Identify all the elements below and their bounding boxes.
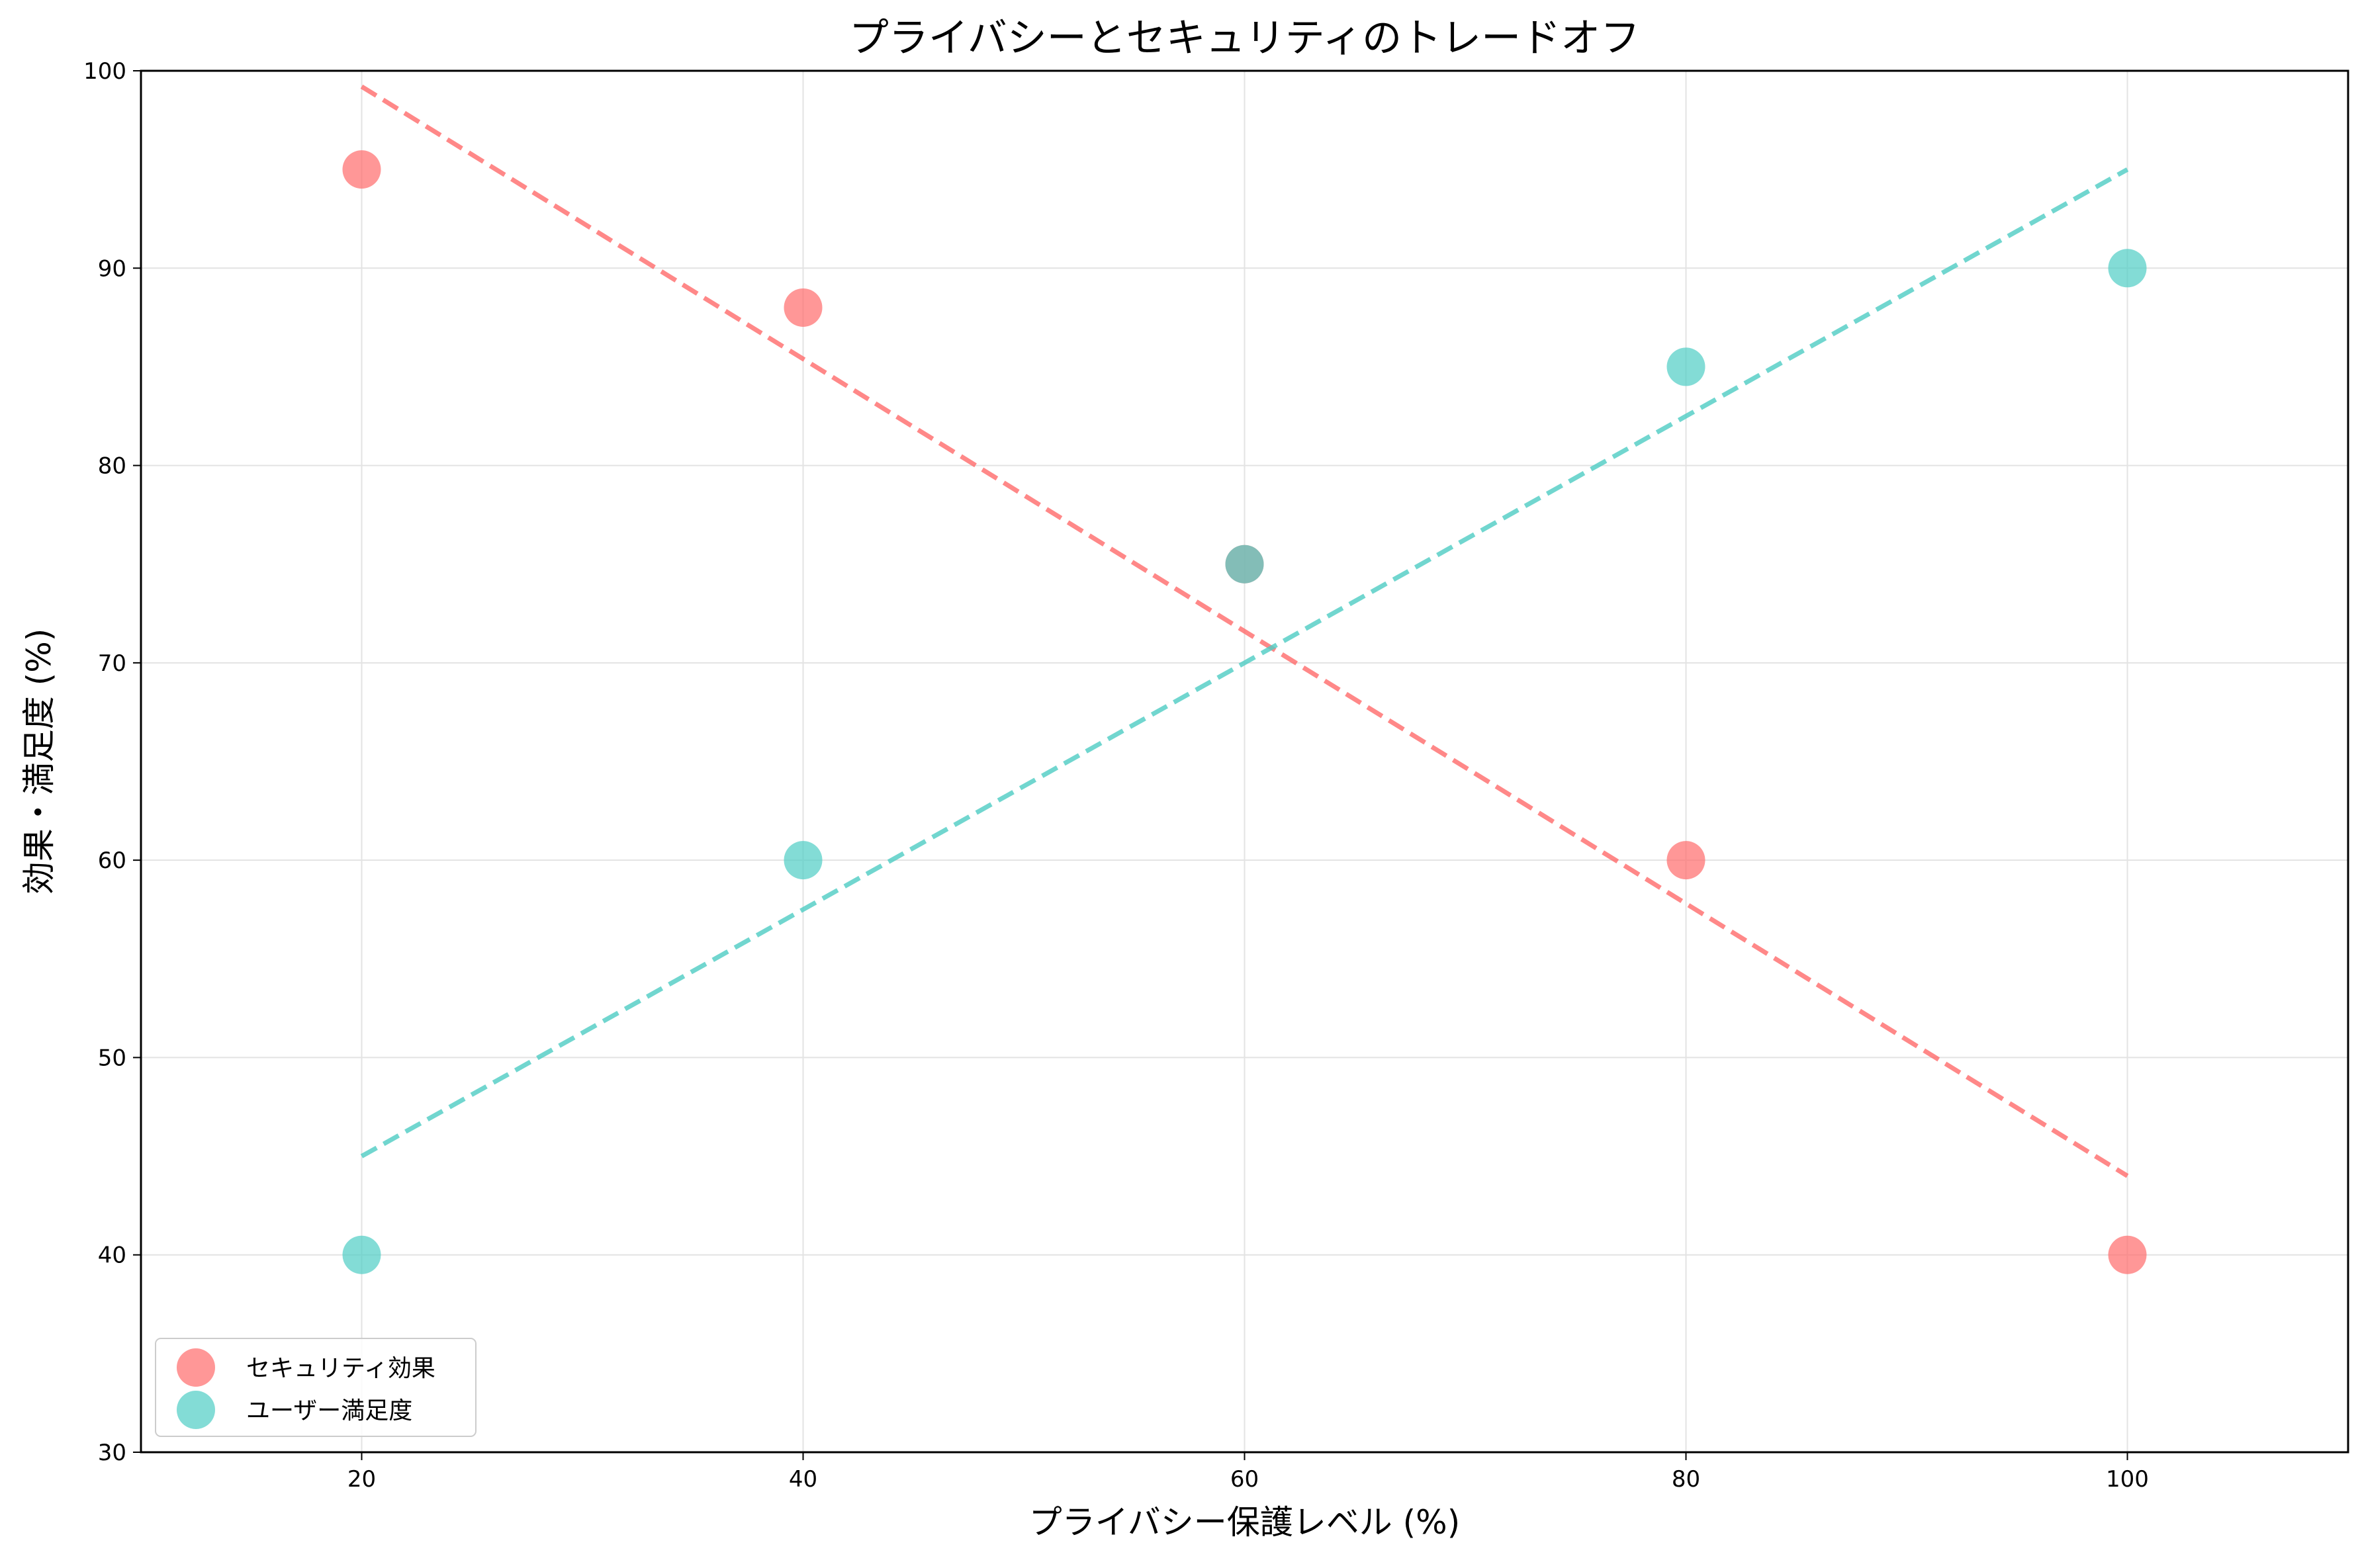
- chart-title: プライバシーとセキュリティのトレードオフ: [849, 15, 1640, 62]
- x-tick-label: 40: [789, 1466, 817, 1493]
- data-point-series-2: [342, 1235, 381, 1274]
- y-tick-label: 50: [98, 1045, 126, 1071]
- legend-marker-series-2: [177, 1391, 215, 1429]
- data-point-series-2: [2108, 249, 2147, 288]
- points-layer: [342, 150, 2147, 1274]
- legend-label-series-1: セキュリティ効果: [246, 1355, 435, 1382]
- y-tick-label: 40: [98, 1242, 126, 1269]
- trendline-series-1: [360, 84, 2129, 1178]
- legend-marker-series-1: [177, 1348, 215, 1387]
- legend-box: [155, 1338, 477, 1437]
- data-point-series-2: [784, 841, 823, 880]
- x-tick-label: 80: [1672, 1466, 1700, 1493]
- x-tick-label: 20: [347, 1466, 376, 1493]
- data-point-series-1: [2108, 1235, 2147, 1274]
- x-tick-label: 100: [2106, 1466, 2149, 1493]
- tick-layer: 20 40 60 80 100 30 40 50 60 70 80 90 100: [83, 58, 2149, 1493]
- x-axis-title: プライバシー保護レベル (%): [1029, 1503, 1460, 1542]
- trendline-series-2: [360, 167, 2129, 1158]
- y-tick-label: 70: [98, 650, 126, 677]
- legend-label-series-2: ユーザー満足度: [246, 1397, 412, 1424]
- data-point-series-2: [1666, 347, 1705, 386]
- data-point-series-1: [342, 150, 381, 189]
- y-tick-label: 60: [98, 848, 126, 874]
- data-point-series-1: [784, 288, 823, 327]
- grid-layer: [141, 70, 2348, 1453]
- y-tick-label: 30: [98, 1440, 126, 1466]
- trendline-layer: [360, 84, 2129, 1178]
- y-tick-label: 100: [83, 58, 126, 85]
- y-tick-label: 90: [98, 255, 126, 282]
- y-axis-title: 効果・満足度 (%): [20, 629, 58, 894]
- data-point-series-2: [1225, 544, 1264, 584]
- x-tick-label: 60: [1230, 1466, 1259, 1493]
- y-tick-label: 80: [98, 453, 126, 480]
- data-point-series-1: [1666, 841, 1705, 880]
